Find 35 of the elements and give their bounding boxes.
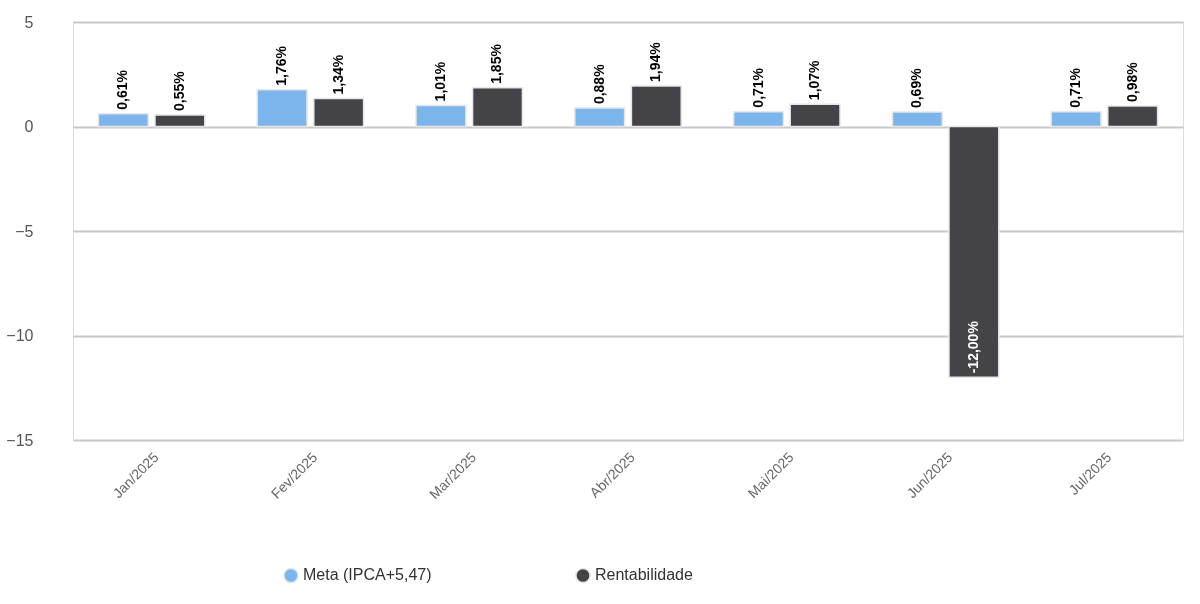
legend-label: Rentabilidade bbox=[595, 566, 693, 584]
bar bbox=[313, 97, 365, 128]
y-tick-label: −10 bbox=[6, 327, 34, 344]
data-label: 0,98% bbox=[1123, 61, 1140, 103]
bar bbox=[415, 104, 467, 128]
y-tick-label: −5 bbox=[15, 222, 34, 240]
y-tick-label: −15 bbox=[6, 431, 34, 449]
bar bbox=[256, 88, 308, 128]
data-label: 0,69% bbox=[908, 67, 925, 109]
data-label: 1,01% bbox=[431, 61, 448, 102]
data-label: 0,61% bbox=[114, 69, 131, 110]
bar bbox=[154, 114, 206, 128]
bar bbox=[574, 107, 626, 128]
data-label: 1,34% bbox=[329, 54, 346, 95]
data-label: 0,71% bbox=[749, 67, 766, 108]
data-label: 0,55% bbox=[170, 70, 187, 111]
data-label: 0,71% bbox=[1067, 67, 1084, 108]
bar bbox=[1050, 110, 1102, 128]
data-label: 0,88% bbox=[590, 63, 607, 105]
bar bbox=[1107, 105, 1159, 128]
legend-label: Meta (IPCA+5,47) bbox=[303, 566, 432, 584]
bar bbox=[97, 113, 149, 128]
bar bbox=[948, 125, 1000, 379]
data-label: 1,07% bbox=[806, 59, 823, 101]
bar bbox=[630, 85, 682, 128]
bar bbox=[891, 111, 943, 128]
data-label: 1,94% bbox=[647, 41, 664, 82]
data-label: 1,76% bbox=[273, 45, 290, 86]
data-label: -12,00% bbox=[964, 320, 981, 374]
data-label: 1,85% bbox=[488, 43, 505, 84]
bar bbox=[471, 87, 524, 128]
bar bbox=[732, 110, 785, 128]
y-tick-label: 0 bbox=[24, 118, 34, 135]
bar bbox=[789, 103, 841, 128]
y-tick-label: 5 bbox=[24, 13, 34, 31]
